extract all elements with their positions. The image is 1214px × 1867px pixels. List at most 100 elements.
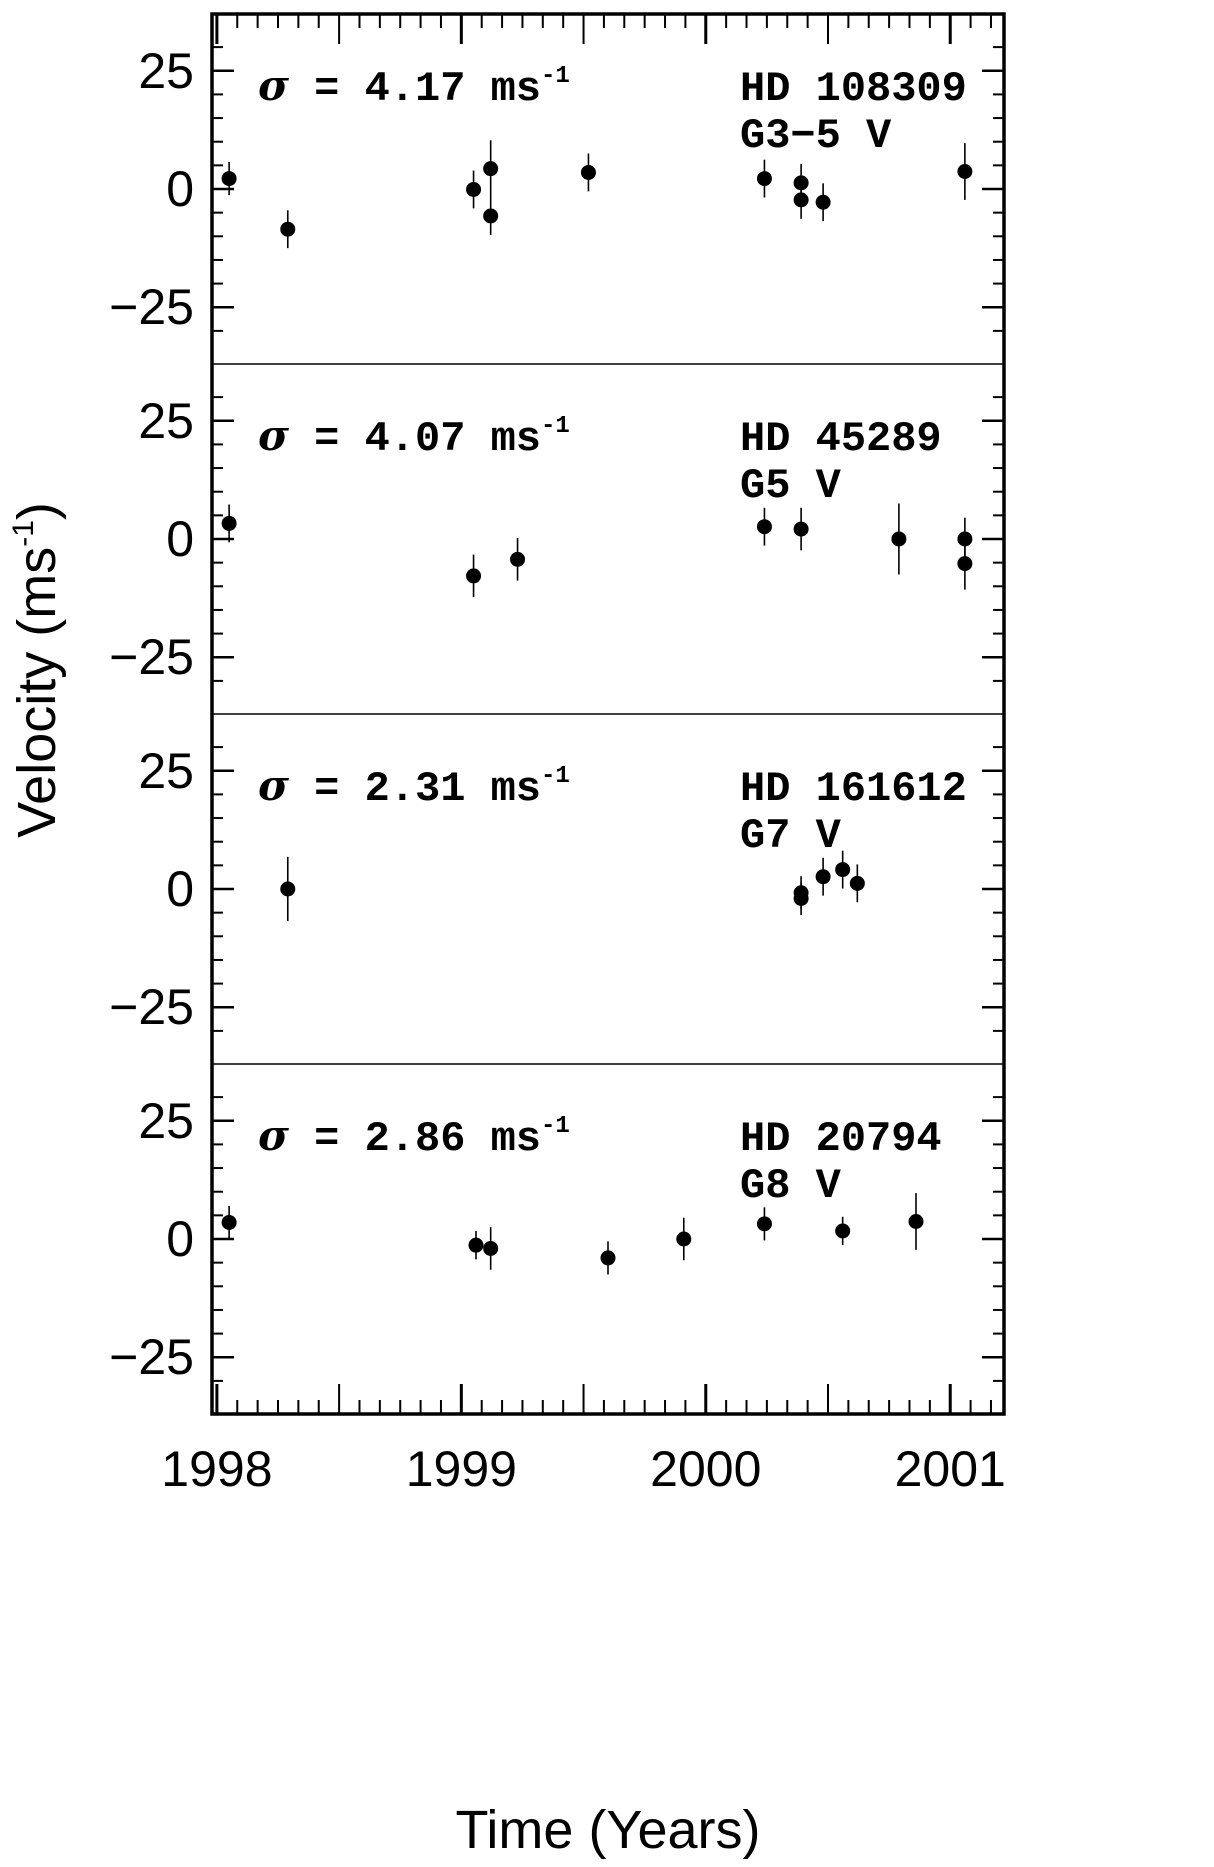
data-marker [280, 221, 296, 237]
data-marker [756, 519, 772, 535]
data-point [835, 1216, 851, 1246]
sigma-annotation: σ = 4.17 ms-1 [258, 61, 570, 113]
y-tick-label: −25 [109, 279, 194, 335]
y-tick-label: 0 [166, 861, 194, 917]
data-point [815, 857, 831, 896]
data-marker [468, 1237, 484, 1253]
data-marker [793, 192, 809, 208]
data-point [580, 153, 596, 192]
data-point [221, 162, 237, 196]
data-marker [957, 556, 973, 572]
data-marker [908, 1214, 924, 1229]
star-name: HD 45289 [740, 415, 942, 463]
spectral-type: G3−5 V [740, 112, 892, 160]
y-axis-title-text: Velocity (ms [7, 547, 67, 838]
data-point [793, 180, 809, 219]
x-tick-label: 2001 [895, 1441, 1006, 1497]
sigma-annotation: σ = 4.07 ms-1 [258, 411, 570, 463]
data-marker [466, 181, 482, 197]
y-tick-label: 0 [166, 161, 194, 217]
data-point [483, 140, 499, 198]
data-marker [466, 568, 482, 584]
x-tick-label: 2000 [650, 1441, 761, 1497]
data-point [849, 864, 865, 903]
star-name: HD 108309 [740, 65, 967, 113]
star-name: HD 161612 [740, 765, 967, 813]
data-marker [793, 890, 809, 906]
data-marker [483, 161, 499, 177]
sigma-value: = 2.31 ms [289, 765, 541, 813]
data-marker [600, 1250, 616, 1266]
y-tick-label: −25 [109, 1329, 194, 1385]
data-point [280, 210, 296, 249]
data-point [891, 503, 907, 575]
x-axis-title: Time (Years) [455, 1800, 760, 1860]
y-axis-title: Velocity (ms-1) [7, 502, 67, 838]
data-marker [756, 171, 772, 187]
data-point [468, 1230, 484, 1260]
data-marker [835, 862, 851, 878]
spectral-type: G7 V [740, 812, 842, 860]
data-marker [221, 171, 237, 187]
data-point [280, 856, 296, 922]
data-marker [221, 1214, 237, 1230]
data-point [221, 504, 237, 543]
sigma-annotation: σ = 2.31 ms-1 [258, 761, 570, 813]
data-point [483, 197, 499, 235]
sigma-symbol: σ [258, 61, 289, 110]
star-name: HD 20794 [740, 1115, 942, 1163]
data-point [466, 554, 482, 598]
data-point [756, 159, 772, 198]
data-point [510, 538, 526, 581]
sigma-unit-superscript: -1 [541, 763, 570, 790]
y-tick-label: −25 [109, 979, 194, 1035]
data-marker [957, 164, 973, 179]
data-point [676, 1217, 692, 1261]
y-axis-title-close: ) [7, 502, 67, 520]
data-point [466, 170, 482, 209]
y-tick-label: 25 [138, 743, 194, 799]
data-point [600, 1241, 616, 1275]
data-point [793, 507, 809, 551]
data-point [483, 1227, 499, 1270]
sigma-symbol: σ [258, 411, 289, 460]
data-point [815, 183, 831, 222]
sigma-unit-superscript: -1 [541, 413, 570, 440]
y-tick-label: 25 [138, 1093, 194, 1149]
data-point [957, 143, 973, 200]
data-marker [676, 1231, 692, 1247]
x-tick-label: 1999 [406, 1441, 517, 1497]
data-marker [580, 164, 596, 180]
y-tick-label: 25 [138, 393, 194, 449]
data-point [835, 850, 851, 889]
data-marker [835, 1223, 851, 1239]
spectral-type: G5 V [740, 462, 842, 510]
data-marker [483, 208, 499, 224]
data-marker [221, 515, 237, 531]
data-point [221, 1205, 237, 1239]
data-point [756, 507, 772, 546]
sigma-unit-superscript: -1 [541, 1113, 570, 1140]
data-marker [849, 875, 865, 891]
data-marker [891, 531, 907, 547]
sigma-value: = 4.07 ms [289, 415, 541, 463]
y-tick-label: 0 [166, 1211, 194, 1267]
data-marker [483, 1240, 499, 1256]
data-marker [756, 1216, 772, 1232]
y-tick-label: −25 [109, 629, 194, 685]
data-marker [510, 551, 526, 567]
sigma-value: = 2.86 ms [289, 1115, 541, 1163]
y-tick-label: 25 [138, 43, 194, 99]
data-marker [815, 869, 831, 885]
y-axis-title-superscript: -1 [7, 520, 40, 547]
sigma-symbol: σ [258, 1111, 289, 1160]
sigma-symbol: σ [258, 761, 289, 810]
x-axis: 1998 1999 2000 2001 [161, 14, 1006, 1497]
x-tick-label: 1998 [161, 1441, 272, 1497]
